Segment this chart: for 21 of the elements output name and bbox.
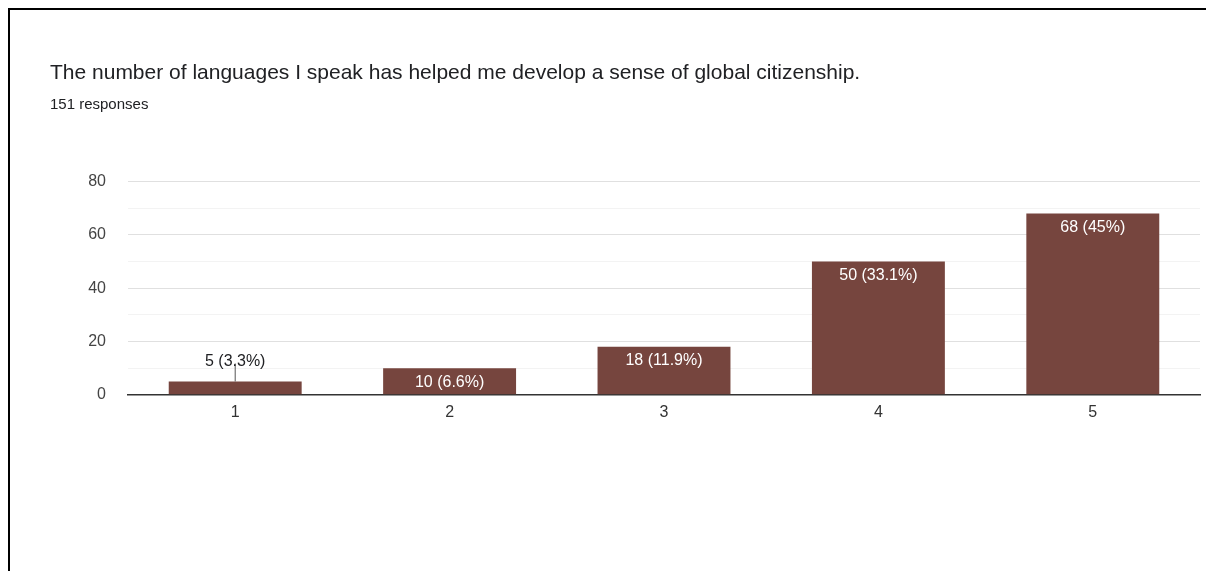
data-label: 50 (33.1%) [839, 265, 918, 283]
y-tick-label: 40 [88, 278, 107, 296]
bar [1026, 213, 1160, 395]
chart-subtitle: 151 responses [50, 95, 149, 112]
bar [597, 346, 731, 395]
y-tick-label: 20 [88, 331, 107, 349]
y-tick-label: 0 [97, 385, 107, 403]
data-label: 5 (3.3%) [204, 351, 266, 369]
x-tick-label: 5 [1088, 402, 1098, 420]
x-tick-label: 3 [659, 402, 669, 420]
x-tick-label: 1 [230, 402, 240, 420]
bar [811, 261, 945, 395]
data-label: 68 (45%) [1060, 217, 1126, 235]
data-label: 10 (6.6%) [414, 372, 485, 390]
bar [168, 381, 302, 395]
chart-title: The number of languages I speak has helped me develop a sense of global citizenship. [50, 60, 861, 84]
x-tick-label: 4 [873, 402, 883, 420]
data-label: 18 (11.9%) [625, 351, 703, 369]
y-tick-label: 80 [88, 172, 107, 190]
x-tick-label: 2 [445, 402, 455, 420]
y-tick-label: 60 [88, 225, 107, 243]
